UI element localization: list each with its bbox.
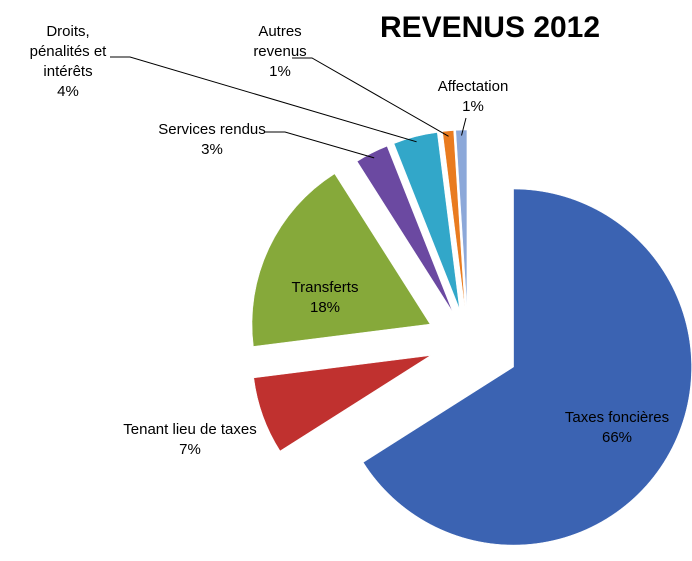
pie-slice	[455, 129, 468, 309]
category-label: Transferts	[291, 279, 359, 296]
slice-label: Droits, pénalités et intérêts 4%	[16, 22, 121, 102]
slice-label: Autres revenus 1%	[243, 22, 318, 82]
value-label: 3%	[201, 141, 223, 158]
category-label: Services rendus	[158, 121, 266, 138]
category-label: Taxes foncières	[564, 409, 670, 426]
category-label: Droits, pénalités et intérêts	[29, 23, 107, 80]
pie-slice	[393, 132, 460, 310]
value-label: 66%	[601, 429, 633, 446]
slice-label: Affectation 1%	[413, 77, 533, 117]
leader-line	[292, 57, 449, 137]
slice-label: Taxes foncières 66%	[542, 408, 692, 448]
slice-label: Services rendus 3%	[137, 120, 287, 160]
leader-line	[265, 131, 375, 159]
value-label: 7%	[179, 441, 201, 458]
slice-label: Transferts 18%	[275, 278, 375, 318]
leader-line	[461, 117, 467, 136]
category-label: Tenant lieu de taxes	[123, 421, 257, 438]
leader-line	[110, 56, 417, 143]
pie-slice	[356, 145, 453, 312]
category-label: Autres revenus	[253, 23, 307, 60]
pie-slice	[251, 173, 431, 347]
value-label: 4%	[57, 83, 79, 100]
pie-slice	[442, 130, 466, 309]
value-label: 1%	[269, 63, 291, 80]
value-label: 1%	[462, 98, 484, 115]
pie-slice	[362, 188, 692, 546]
slice-label: Tenant lieu de taxes 7%	[123, 420, 258, 460]
pie-slice	[253, 355, 431, 452]
category-label: Affectation	[437, 78, 509, 95]
value-label: 18%	[309, 299, 341, 316]
chart-title: REVENUS 2012	[379, 11, 601, 44]
